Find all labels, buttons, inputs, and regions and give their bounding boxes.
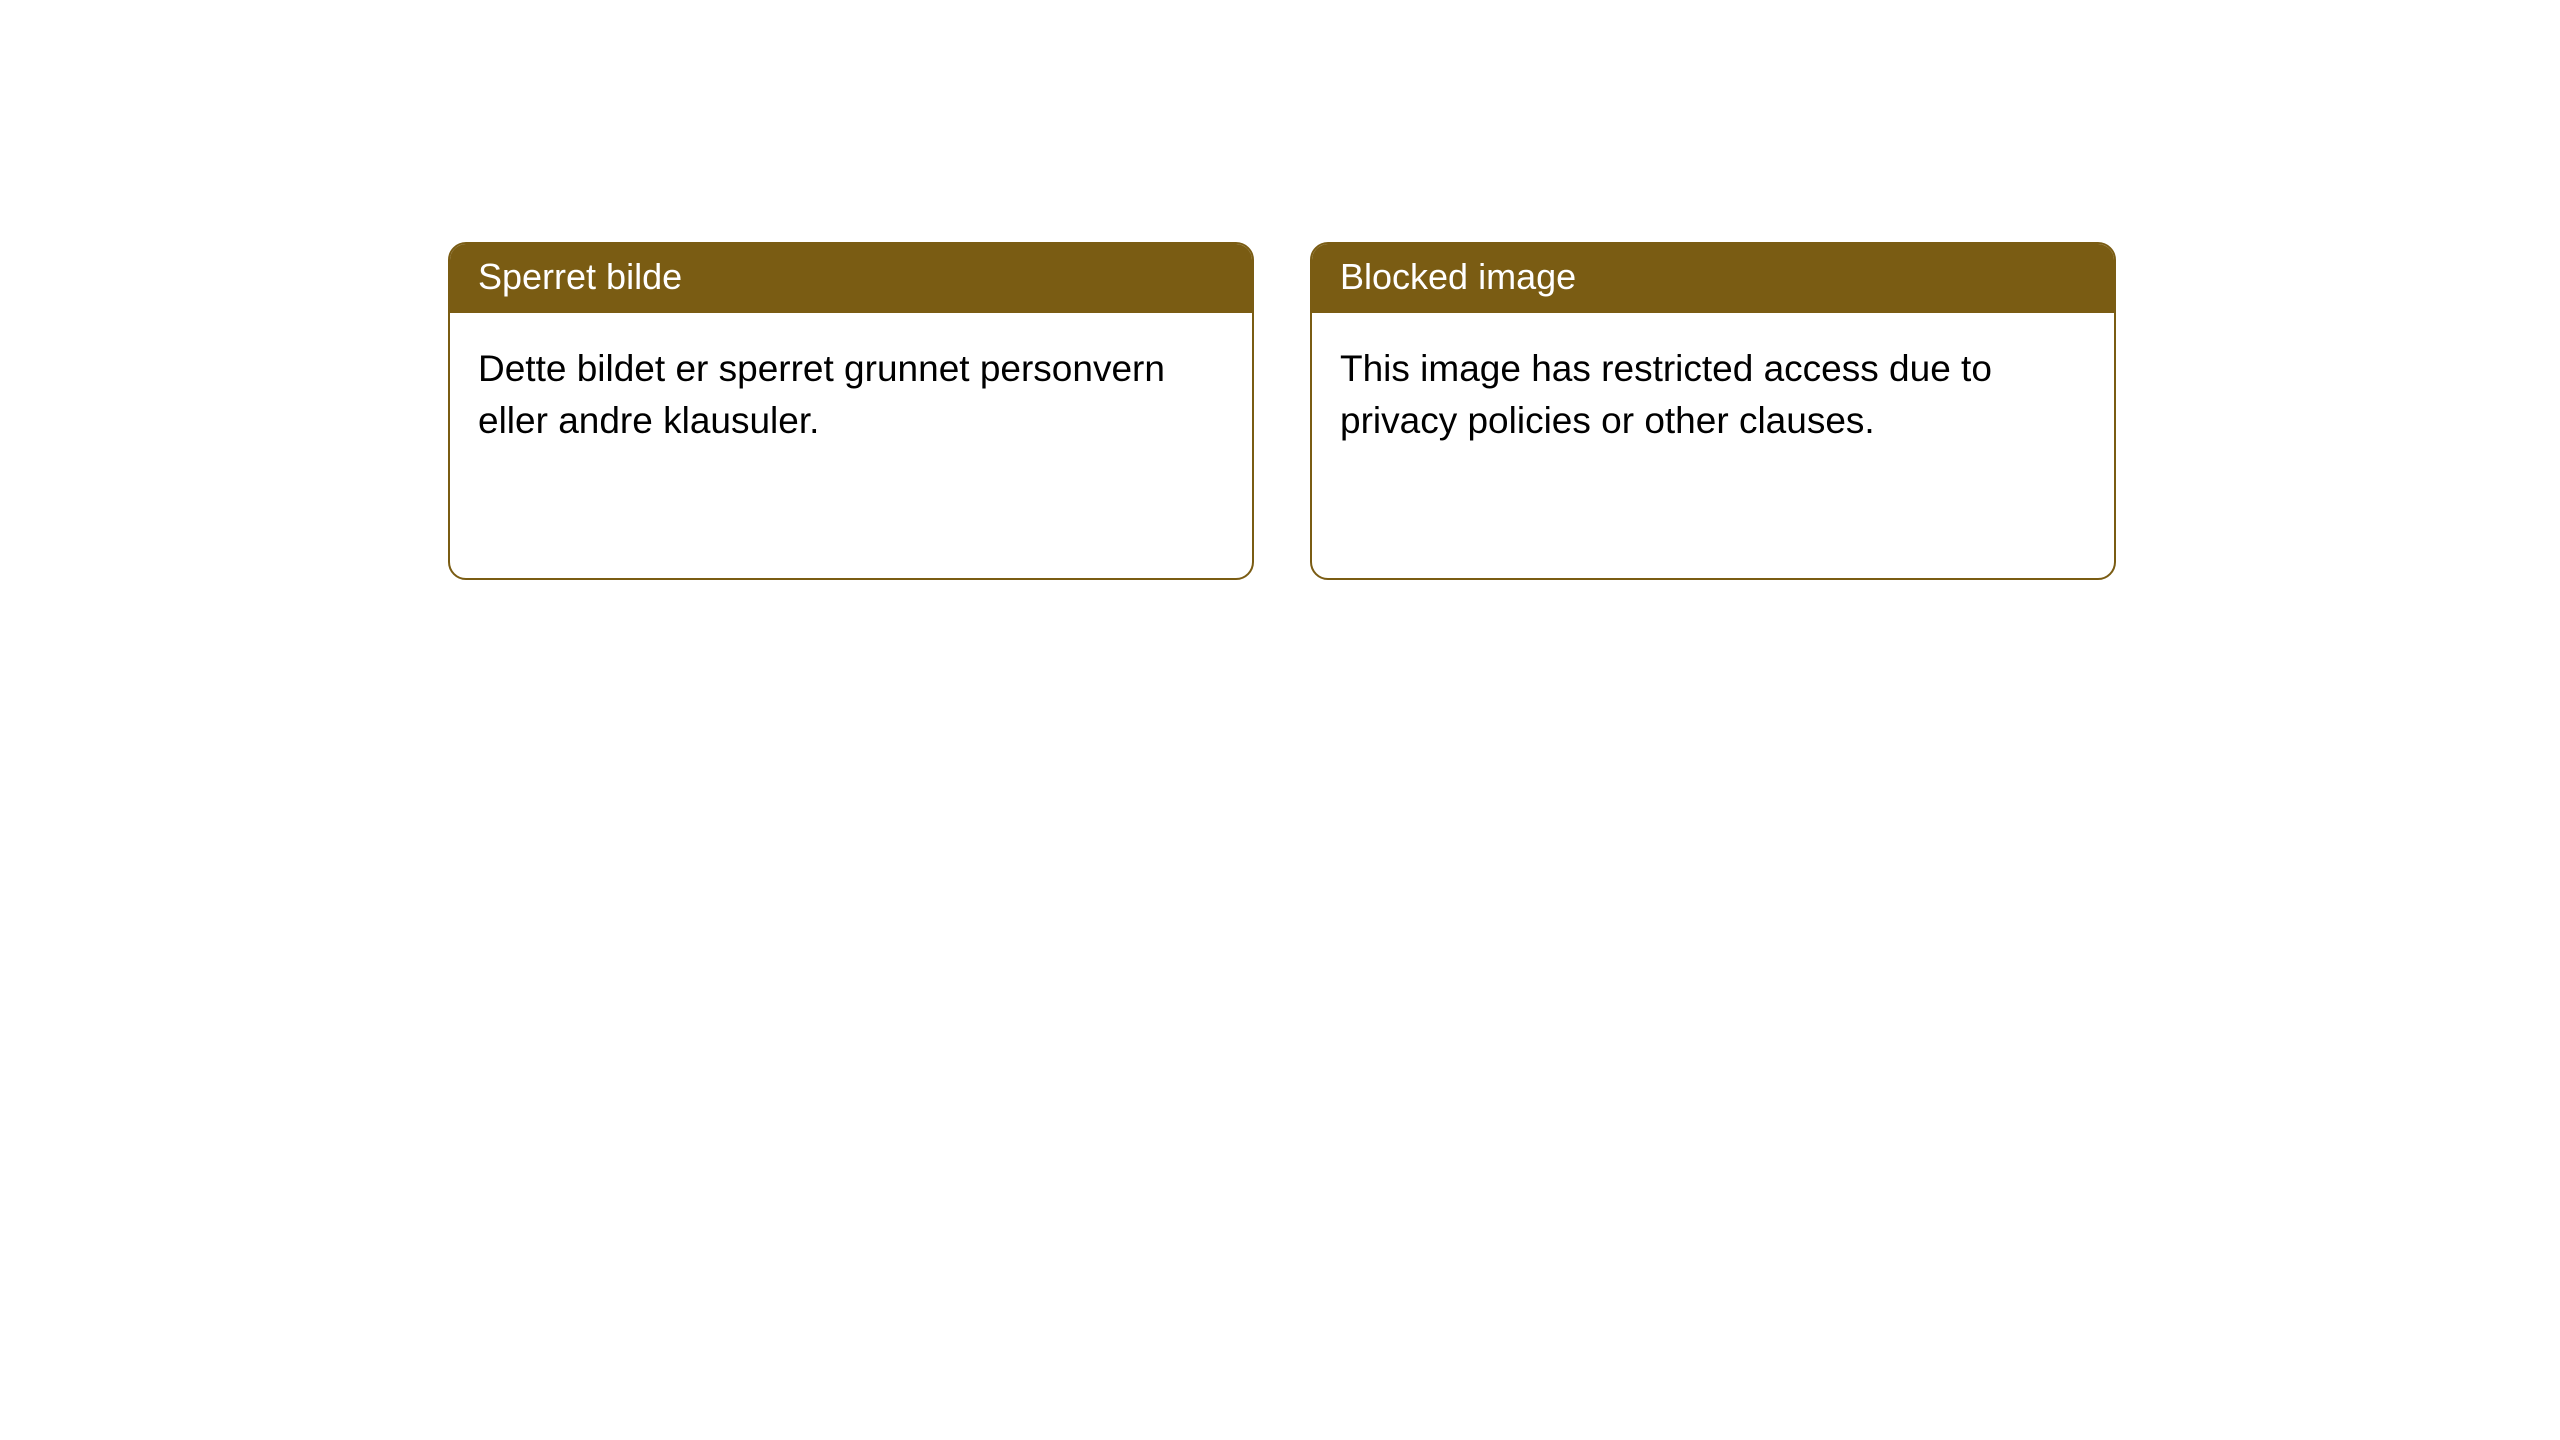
notice-cards-container: Sperret bilde Dette bildet er sperret gr… <box>0 0 2560 580</box>
notice-card-norwegian: Sperret bilde Dette bildet er sperret gr… <box>448 242 1254 580</box>
notice-card-message: This image has restricted access due to … <box>1340 348 1992 441</box>
notice-card-title: Sperret bilde <box>478 256 682 297</box>
notice-card-title: Blocked image <box>1340 256 1576 297</box>
notice-card-body: Dette bildet er sperret grunnet personve… <box>450 313 1252 477</box>
notice-card-message: Dette bildet er sperret grunnet personve… <box>478 348 1165 441</box>
notice-card-body: This image has restricted access due to … <box>1312 313 2114 477</box>
notice-card-header: Blocked image <box>1312 244 2114 313</box>
notice-card-header: Sperret bilde <box>450 244 1252 313</box>
notice-card-english: Blocked image This image has restricted … <box>1310 242 2116 580</box>
